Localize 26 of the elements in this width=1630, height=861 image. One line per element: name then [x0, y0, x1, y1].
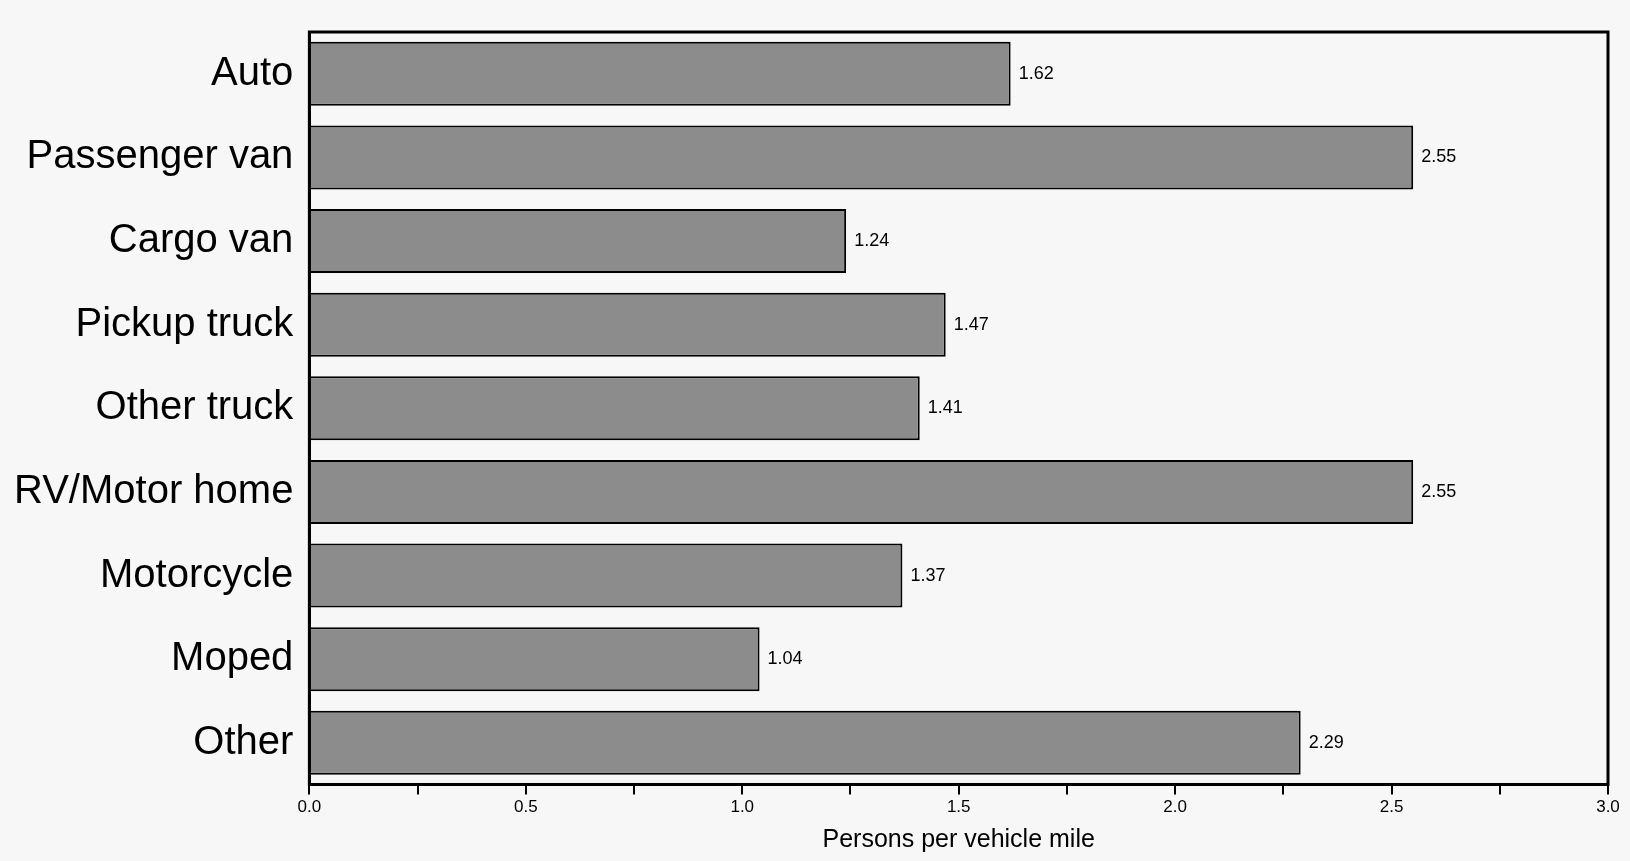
data-label: 1.24 [854, 230, 890, 251]
y-tick-label: Motorcycle [99, 550, 294, 595]
x-tick-label: 1.5 [946, 797, 971, 817]
y-tick-label: Pickup truck [75, 299, 295, 344]
data-label: 1.04 [767, 648, 803, 669]
y-tick-label: Other truck [95, 383, 295, 428]
y-tick-label: RV/Motor home [14, 466, 294, 511]
x-tick-label: 2.5 [1379, 797, 1404, 817]
x-tick-label: 1.0 [730, 797, 755, 817]
data-label: 2.55 [1421, 146, 1457, 167]
y-tick-label: Cargo van [108, 216, 294, 261]
y-tick-label: Moped [171, 634, 294, 679]
data-label: 1.37 [910, 564, 946, 585]
y-tick-label: Auto [211, 48, 294, 93]
data-label: 1.47 [953, 313, 989, 334]
x-tick-label: 0.0 [297, 797, 322, 817]
x-tick-label: 3.0 [1596, 797, 1620, 817]
y-tick-label: Other [193, 717, 294, 762]
x-axis-title: Persons per vehicle mile [822, 823, 1095, 852]
data-label: 1.41 [927, 397, 963, 418]
data-label: 2.55 [1421, 480, 1457, 501]
data-label: 2.29 [1308, 731, 1344, 752]
x-tick-label: 2.0 [1163, 797, 1187, 817]
x-tick-label: 0.5 [513, 797, 538, 817]
y-tick-label: Passenger van [26, 132, 294, 177]
data-label: 1.62 [1018, 62, 1054, 83]
